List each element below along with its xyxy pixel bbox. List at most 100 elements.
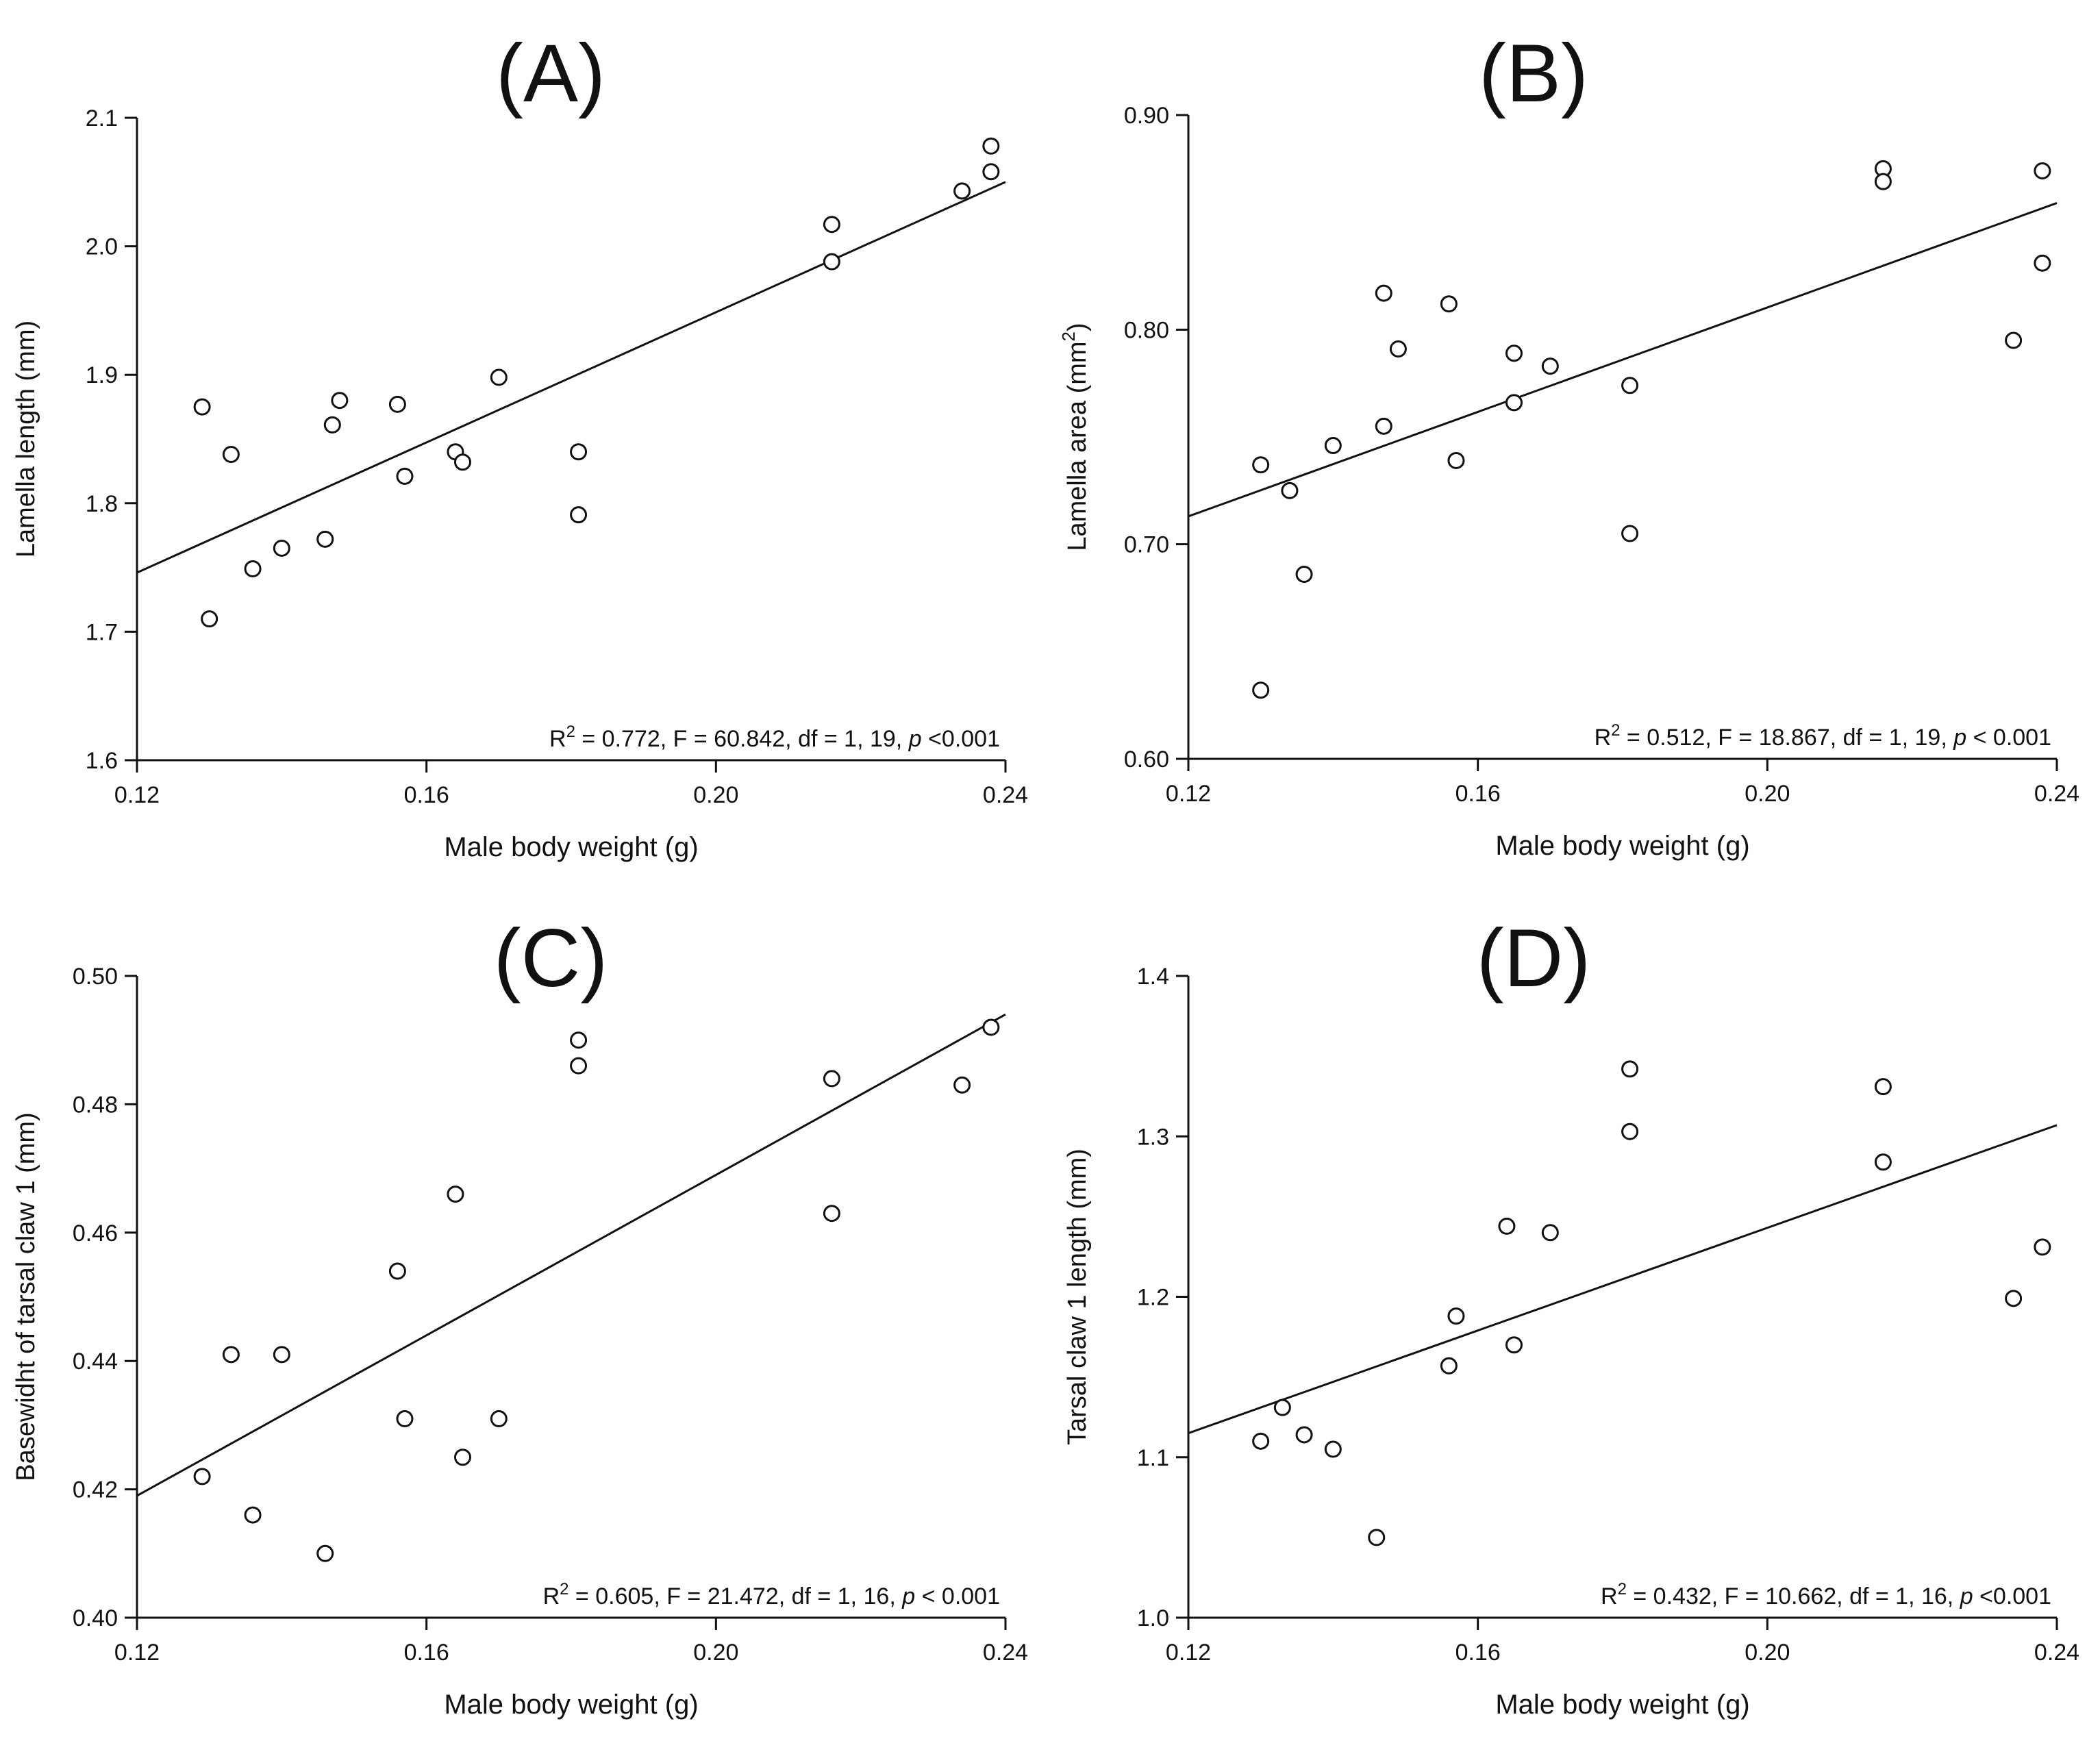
y-tick-label: 1.2 — [1137, 1285, 1169, 1311]
panel-label: (D) — [1477, 912, 1591, 1004]
data-point — [1295, 566, 1313, 584]
data-point — [1447, 1307, 1465, 1325]
y-tick-label: 0.46 — [73, 1220, 118, 1246]
x-tick-label: 0.24 — [2034, 781, 2079, 807]
stats-annotation: R2 = 0.772, F = 60.842, df = 1, 19, p <0… — [549, 723, 1000, 752]
panel-label: (A) — [496, 27, 605, 119]
stats-annotation: R2 = 0.512, F = 18.867, df = 1, 19, p < … — [1595, 721, 2051, 751]
data-point — [323, 416, 341, 434]
data-point — [244, 560, 262, 577]
y-tick-label: 1.6 — [86, 748, 118, 774]
data-point — [1375, 284, 1392, 302]
data-point — [1621, 1060, 1639, 1078]
panel-label: (B) — [1479, 27, 1588, 119]
data-point — [1375, 417, 1392, 435]
x-tick-label: 0.12 — [1166, 1640, 1211, 1666]
data-point — [1273, 1399, 1291, 1416]
data-point — [1541, 358, 1559, 375]
regression-line — [136, 1013, 1006, 1497]
x-tick-label: 0.12 — [114, 782, 160, 808]
y-tick-label: 1.3 — [1137, 1124, 1169, 1150]
data-point — [1389, 340, 1407, 358]
data-point — [1252, 1432, 1270, 1450]
data-point — [1252, 681, 1270, 699]
data-point — [1505, 344, 1523, 362]
chart-panel-b: (B) 0.12 0.16 0.20 0.24 0.60 0.70 0.80 0.90 Male … — [1058, 27, 2079, 861]
y-tick-label: 1.8 — [86, 491, 118, 517]
x-tick-label: 0.24 — [983, 782, 1028, 808]
y-tick-label: 0.70 — [1124, 532, 1169, 558]
x-tick-label: 0.16 — [404, 782, 449, 808]
data-point — [953, 1076, 971, 1094]
y-tick-label: 1.0 — [1137, 1605, 1169, 1631]
data-point — [201, 610, 218, 628]
data-point — [1621, 377, 1639, 394]
y-tick-label: 1.1 — [1137, 1445, 1169, 1471]
data-point — [1498, 1217, 1516, 1235]
y-tick-label: 2.0 — [86, 234, 118, 260]
data-point — [823, 1205, 840, 1222]
data-point — [1621, 1123, 1639, 1140]
x-tick-label: 0.12 — [114, 1640, 160, 1666]
stats-superscript: 2 — [1611, 721, 1620, 740]
x-axis-title: Male body weight (g) — [444, 1690, 698, 1720]
data-point — [316, 530, 334, 548]
y-tick-label: 0.42 — [73, 1477, 118, 1503]
x-axis-title: Male body weight (g) — [444, 832, 698, 862]
y-axis-title: Lamella area (mm2) — [1058, 323, 1092, 551]
data-point — [2034, 162, 2051, 179]
data-point — [1621, 525, 1639, 542]
data-point — [570, 1031, 588, 1049]
x-tick-label: 0.16 — [404, 1640, 449, 1666]
data-point — [193, 1468, 211, 1485]
y-axis-title-superscript: 2 — [1058, 331, 1079, 341]
data-point — [1874, 1153, 1892, 1171]
y-tick-label: 0.48 — [73, 1092, 118, 1118]
data-point — [1324, 1440, 1342, 1458]
y-tick-label: 0.44 — [73, 1349, 118, 1375]
data-point — [490, 368, 508, 386]
data-point — [823, 216, 840, 234]
x-tick-label: 0.12 — [1166, 781, 1211, 807]
y-axis-title: Lamella length (mm) — [12, 321, 40, 557]
data-point — [570, 1057, 588, 1075]
data-point — [1505, 394, 1523, 412]
data-point — [388, 1262, 406, 1280]
regression-line — [136, 181, 1006, 574]
y-axis-title: Basewidht of tarsal claw 1 (mm) — [12, 1112, 40, 1481]
stats-superscript: 2 — [560, 1580, 568, 1598]
data-point — [1505, 1336, 1523, 1354]
stats-annotation: R2 = 0.432, F = 10.662, df = 1, 16, p <0… — [1601, 1580, 2051, 1609]
y-axis-title: Tarsal claw 1 length (mm) — [1063, 1149, 1092, 1445]
data-point — [1295, 1426, 1313, 1444]
data-point — [982, 137, 1000, 155]
data-point — [2034, 254, 2051, 272]
stats-superscript: 2 — [566, 723, 575, 741]
x-tick-label: 0.24 — [2034, 1640, 2079, 1666]
data-point — [316, 1544, 334, 1562]
y-tick-label: 2.1 — [86, 105, 118, 131]
data-point — [1281, 481, 1299, 499]
y-tick-label: 1.9 — [86, 362, 118, 388]
x-tick-label: 0.20 — [1745, 781, 1790, 807]
data-point — [273, 539, 290, 557]
data-point — [273, 1346, 290, 1364]
data-point — [447, 1186, 464, 1203]
data-point — [222, 1346, 240, 1364]
panel-label: (C) — [494, 912, 608, 1004]
y-tick-label: 0.60 — [1124, 747, 1169, 773]
data-point — [396, 467, 414, 485]
data-point — [1252, 456, 1270, 474]
data-point — [1440, 1357, 1458, 1375]
stats-superscript: 2 — [1618, 1580, 1627, 1598]
data-point — [570, 443, 588, 461]
chart-panel-a: (A) 0.12 0.16 0.20 0.24 1.6 1.7 1.8 1.9 2.0 2.1 Mal… — [12, 27, 1028, 862]
data-point — [396, 1410, 414, 1428]
data-point — [1874, 1078, 1892, 1096]
chart-panel-c: (C) 0.12 0.16 0.20 0.24 0.40 0.42 0.44 0.46 0.48 0… — [12, 912, 1028, 1720]
data-point — [823, 253, 840, 271]
data-point — [490, 1410, 508, 1428]
x-tick-label: 0.24 — [983, 1640, 1028, 1666]
data-point — [1447, 451, 1465, 469]
